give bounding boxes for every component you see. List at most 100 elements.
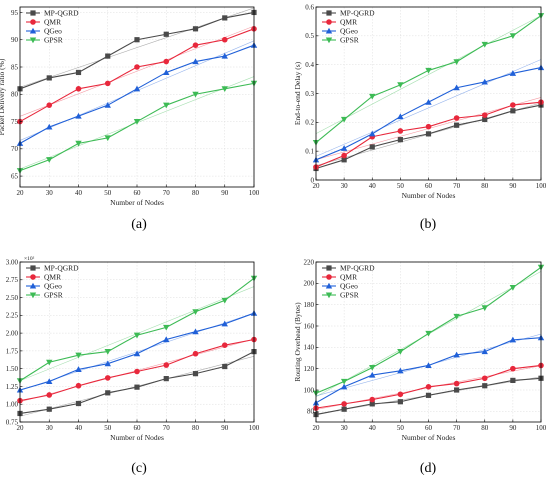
legend-label: GPSR — [44, 291, 63, 300]
data-point — [425, 392, 432, 398]
x-tick-label: 80 — [481, 424, 489, 432]
x-tick-label: 50 — [397, 424, 405, 432]
series-qmr — [17, 336, 257, 404]
data-point — [133, 85, 141, 92]
data-point — [75, 382, 82, 389]
data-point — [509, 336, 517, 343]
series-gpsr — [16, 275, 258, 384]
y-tick-label: 0.5 — [305, 32, 314, 40]
legend-marker — [29, 27, 37, 34]
data-point — [134, 384, 140, 390]
data-point — [481, 305, 488, 312]
data-point — [509, 33, 517, 40]
data-point — [105, 390, 111, 396]
data-point — [509, 285, 517, 291]
data-point — [341, 152, 347, 159]
x-tick-label: 100 — [249, 189, 260, 197]
data-point — [46, 102, 53, 108]
x-tick-label: 70 — [453, 182, 461, 190]
legend-label: MP-QGRD — [44, 264, 79, 273]
series-mp-qgrd — [17, 349, 257, 417]
data-point — [369, 93, 376, 100]
data-point — [397, 128, 404, 134]
panel-d: 20 30 40 50 60 70 80 90 100 80 100 120 140 160 180 200 2… — [293, 258, 547, 476]
data-point — [134, 64, 140, 70]
y-tick-label: 65 — [11, 172, 19, 180]
legend-marker — [326, 274, 332, 280]
y-tick-label: 75 — [11, 118, 19, 126]
data-point — [397, 349, 404, 355]
legend-marker — [325, 27, 333, 34]
legend-label: QGeo — [340, 27, 358, 36]
y-tick-label: 0.3 — [305, 90, 314, 98]
x-tick-label: 30 — [341, 424, 349, 432]
data-point — [134, 37, 140, 43]
series-gpsr — [16, 76, 258, 174]
y-tick-label: 1.25 — [6, 383, 19, 391]
x-tick-label: 40 — [369, 182, 377, 190]
y-tick-label: 85 — [11, 63, 19, 71]
data-point — [75, 352, 82, 359]
data-point — [340, 116, 348, 123]
data-point — [481, 348, 488, 355]
x-tick-label: 100 — [536, 182, 547, 190]
data-point — [192, 350, 199, 357]
data-point — [192, 26, 199, 32]
legend-marker — [29, 282, 37, 289]
legend-marker — [29, 37, 37, 44]
data-point — [454, 122, 460, 128]
y-tick-label: 100 — [304, 386, 315, 394]
panel-tag: (c) — [131, 461, 147, 476]
data-point — [425, 123, 432, 130]
x-tick-label: 40 — [369, 424, 377, 432]
data-point — [222, 363, 228, 370]
data-point — [221, 52, 228, 59]
data-point — [104, 101, 111, 108]
legend-label: QMR — [340, 18, 357, 27]
data-point — [482, 116, 488, 123]
y-tick-label: 0.4 — [305, 61, 314, 69]
legend-marker — [326, 19, 332, 25]
y-tick-label: 180 — [304, 301, 315, 309]
y-tick-label: 2.25 — [6, 312, 19, 320]
data-point — [134, 368, 140, 375]
data-point — [453, 313, 460, 320]
y-axis-label: End-to-end Delay (s) — [293, 61, 302, 125]
data-point — [369, 365, 376, 371]
y-tick-label: 1.50 — [6, 365, 19, 373]
y-tick-label: 2.00 — [6, 330, 19, 338]
x-tick-label: 100 — [249, 424, 260, 432]
data-point — [340, 383, 348, 390]
panel-tag: (d) — [420, 461, 437, 476]
data-point — [75, 140, 82, 147]
trend-line — [315, 59, 542, 157]
data-point — [163, 31, 169, 37]
data-point — [192, 371, 199, 377]
data-point — [341, 401, 347, 407]
series-qgeo — [312, 59, 545, 163]
data-point — [453, 380, 460, 387]
y-axis-label: Routing Overhead (Bytes) — [293, 302, 302, 382]
y-tick-label: 200 — [304, 280, 315, 288]
data-point — [341, 157, 347, 163]
x-tick-label: 20 — [313, 424, 321, 432]
legend-label: MP-QGRD — [340, 9, 375, 18]
y-tick-label: 0.1 — [305, 148, 314, 156]
data-point — [369, 144, 375, 150]
data-point — [75, 366, 82, 372]
x-tick-label: 40 — [75, 424, 83, 432]
x-tick-label: 50 — [104, 424, 112, 432]
data-point — [481, 41, 488, 48]
data-point — [46, 157, 53, 163]
legend-marker — [325, 37, 333, 44]
y-tick-label: 220 — [304, 258, 315, 266]
y-tick-label: 95 — [11, 9, 19, 17]
data-point — [46, 406, 52, 412]
data-point — [397, 82, 404, 89]
data-point — [104, 80, 111, 87]
data-point — [163, 376, 169, 382]
data-point — [133, 118, 141, 125]
y-tick-label: 2.75 — [6, 276, 19, 284]
